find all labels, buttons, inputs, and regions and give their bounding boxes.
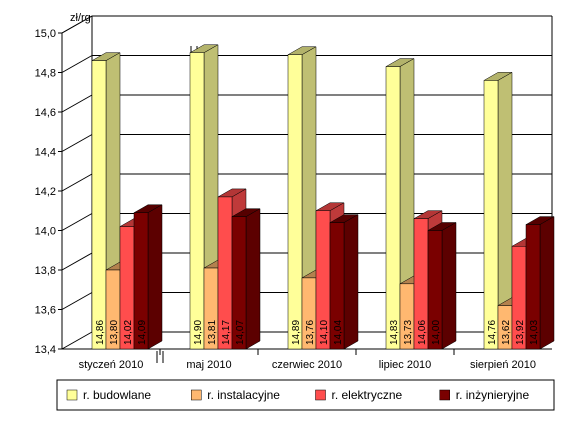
legend-box [56,379,555,411]
data-label: 14,89 [291,320,302,345]
bar-side [441,222,457,350]
data-label: 13,76 [305,320,316,345]
data-label: 14,17 [221,320,232,345]
bar [189,52,205,350]
data-label: 14,83 [389,320,400,345]
bar-side [245,208,261,350]
data-label: 14,06 [417,320,428,345]
data-label: 14,10 [319,320,330,345]
top-edge [61,15,93,34]
x-tick-label: maj 2010 [186,359,231,371]
y-tick-label: 14,4 [35,147,56,159]
gridline-depth [61,331,93,350]
gridline-depth [61,173,93,192]
bar-side [343,214,359,350]
data-labels: 14,86 13,80 14,02 14,09 14,90 13,81 14,17 14,07… [95,320,540,345]
gridline-depth [61,292,93,310]
x-tick-label: sierpień 2010 [470,359,536,371]
bar [91,60,107,350]
legend-label: r. elektryczne [332,388,403,402]
bar-side [147,204,163,350]
y-tick-label: 14,2 [35,186,56,198]
bar [385,66,401,350]
legend-swatch [191,389,202,401]
legend-swatch [439,389,450,401]
data-label: 13,73 [403,320,414,345]
bars [91,44,555,350]
bar [287,54,303,350]
legend-label: r. inżynieryjne [456,388,530,402]
gridline-depth [61,213,93,231]
data-label: 13,80 [109,320,120,345]
data-label: 14,90 [193,320,204,345]
bar [231,216,247,350]
data-label: 14,76 [487,320,498,345]
legend-swatch [315,389,326,401]
data-label: 13,81 [207,320,218,345]
x-tick-label: styczeń 2010 [79,359,144,371]
legend-swatch [66,389,78,401]
gridline-depth [61,55,93,73]
y-tick-label: 14,6 [35,107,56,119]
x-tick-label: czerwiec 2010 [272,359,342,371]
bar [525,224,541,350]
data-label: 14,02 [123,320,134,345]
gridline-depth [61,134,93,152]
y-axis-title: zł/rg [70,12,91,24]
y-tick-label: 14,8 [35,68,56,80]
bar [483,80,499,350]
bar [427,230,443,350]
data-label: 14,09 [137,320,148,345]
data-label: 14,07 [235,320,246,345]
data-label: 14,86 [95,320,106,345]
bar [133,212,149,350]
legend: r. budowlane r. instalacyjne r. elektryczn… [56,379,555,411]
legend-label: r. instalacyjne [207,388,280,402]
data-label: 14,04 [333,320,344,345]
y-tick-label: 13,6 [35,305,56,317]
data-label: 14,00 [431,320,442,345]
gridline-depth [61,252,93,271]
bar-side [539,216,555,350]
y-tick-label: 15,0 [35,28,56,40]
y-tick-label: 13,4 [35,344,56,356]
data-label: 13,62 [501,320,512,345]
y-tick-label: 13,8 [35,265,56,277]
x-tick-label: lipiec 2010 [379,359,432,371]
y-tick-label: 14,0 [35,226,56,238]
legend-label: r. budowlane [83,388,151,402]
gridline-depth [61,94,93,113]
data-label: 13,92 [515,320,526,345]
bar [329,222,345,350]
data-label: 14,03 [529,320,540,345]
